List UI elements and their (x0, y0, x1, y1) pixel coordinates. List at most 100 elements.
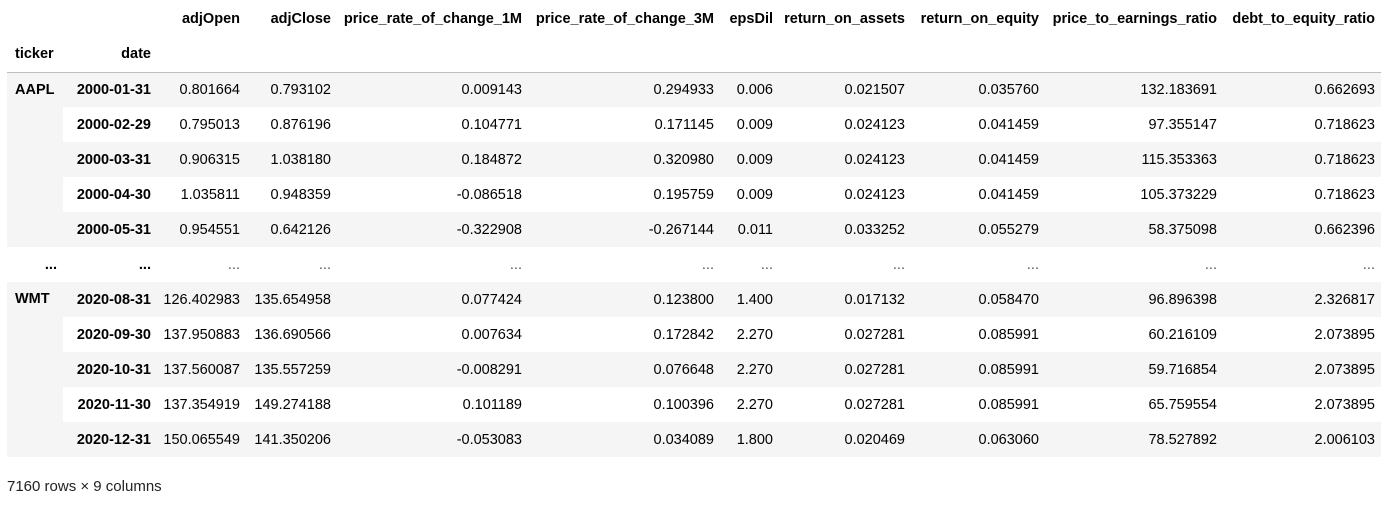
table-cell: 0.954551 (179, 221, 240, 238)
index-name-row: ticker date (7, 37, 1381, 73)
table-cell: 65.759554 (1148, 396, 1217, 413)
table-cell: 0.077424 (461, 291, 522, 308)
column-header: price_to_earnings_ratio (1052, 10, 1217, 27)
table-cell: 2.006103 (1314, 431, 1375, 448)
table-cell: 0.801664 (179, 81, 240, 98)
table-cell: -0.086518 (456, 186, 522, 203)
header-blank (1045, 37, 1223, 73)
ticker-index-cell: AAPL (15, 81, 55, 98)
table-cell: 0.024123 (844, 116, 905, 133)
table-cell: 0.063060 (978, 431, 1039, 448)
table-row: 2000-03-31 0.906315 1.038180 0.184872 0.… (7, 142, 1381, 177)
table-cell: 59.716854 (1148, 361, 1217, 378)
ellipsis-cell: ... (318, 256, 331, 273)
table-cell: 0.024123 (844, 151, 905, 168)
table-cell: 1.800 (736, 431, 773, 448)
table-cell: 1.038180 (270, 151, 331, 168)
table-cell: 0.662396 (1314, 221, 1375, 238)
table-cell: 0.642126 (270, 221, 331, 238)
table-cell: 2.270 (736, 396, 773, 413)
column-header: adjClose (270, 10, 331, 27)
table-cell: 0.718623 (1314, 151, 1375, 168)
table-cell: 0.085991 (978, 361, 1039, 378)
table-cell: 137.950883 (163, 326, 240, 343)
ellipsis-cell: ... (760, 256, 773, 273)
table-cell: 78.527892 (1148, 431, 1217, 448)
dataframe-table: adjOpen adjClose price_rate_of_change_1M… (7, 0, 1381, 457)
column-header: return_on_equity (920, 10, 1039, 27)
table-cell: 0.793102 (270, 81, 331, 98)
header-blank (157, 37, 246, 73)
column-header: return_on_assets (784, 10, 905, 27)
ellipsis-cell: ... (892, 256, 905, 273)
index-name-date: date (63, 37, 157, 73)
table-cell: 0.718623 (1314, 116, 1375, 133)
table-cell: 132.183691 (1140, 81, 1217, 98)
table-cell: 0.085991 (978, 396, 1039, 413)
table-cell: 0.041459 (978, 186, 1039, 203)
table-row: 2000-02-29 0.795013 0.876196 0.104771 0.… (7, 107, 1381, 142)
table-cell: 2.073895 (1314, 326, 1375, 343)
table-cell: -0.322908 (456, 221, 522, 238)
table-cell: -0.053083 (456, 431, 522, 448)
table-cell: 137.354919 (163, 396, 240, 413)
table-cell: 60.216109 (1148, 326, 1217, 343)
header-blank (246, 37, 337, 73)
table-row: WMT 2020-08-31 126.402983 135.654958 0.0… (7, 282, 1381, 317)
table-cell: 0.055279 (978, 221, 1039, 238)
column-header: price_rate_of_change_3M (535, 10, 714, 27)
table-cell: 0.027281 (844, 361, 905, 378)
table-cell: 150.065549 (163, 431, 240, 448)
table-row: AAPL 2000-01-31 0.801664 0.793102 0.0091… (7, 72, 1381, 107)
date-index-cell: 2000-03-31 (76, 151, 151, 168)
table-cell: 0.795013 (179, 116, 240, 133)
table-row: 2020-12-31 150.065549 141.350206 -0.0530… (7, 422, 1381, 457)
table-cell: 126.402983 (163, 291, 240, 308)
table-cell: 136.690566 (254, 326, 331, 343)
table-cell: 0.662693 (1314, 81, 1375, 98)
ellipsis-cell: ... (44, 256, 57, 273)
ellipsis-cell: ... (509, 256, 522, 273)
ellipsis-cell: ... (1204, 256, 1217, 273)
header-blank (337, 37, 528, 73)
table-cell: 2.073895 (1314, 361, 1375, 378)
table-cell: 0.058470 (978, 291, 1039, 308)
table-cell: 0.009143 (461, 81, 522, 98)
table-cell: 0.027281 (844, 326, 905, 343)
table-cell: 1.400 (736, 291, 773, 308)
table-cell: -0.267144 (648, 221, 714, 238)
table-cell: 0.123800 (653, 291, 714, 308)
ellipsis-cell: ... (138, 256, 151, 273)
table-cell: 0.017132 (844, 291, 905, 308)
table-cell: 0.948359 (270, 186, 331, 203)
date-index-cell: 2020-10-31 (76, 361, 151, 378)
date-index-cell: 2000-04-30 (76, 186, 151, 203)
header-blank (7, 0, 63, 37)
date-index-cell: 2000-01-31 (76, 81, 151, 98)
ellipsis-cell: ... (1362, 256, 1375, 273)
table-cell: 135.654958 (254, 291, 331, 308)
table-cell: 0.104771 (461, 116, 522, 133)
table-cell: 0.020469 (844, 431, 905, 448)
table-cell: 0.021507 (844, 81, 905, 98)
table-header: adjOpen adjClose price_rate_of_change_1M… (7, 0, 1381, 73)
table-row: 2000-05-31 0.954551 0.642126 -0.322908 -… (7, 212, 1381, 247)
date-index-cell: 2020-08-31 (76, 291, 151, 308)
table-cell: 2.270 (736, 361, 773, 378)
table-cell: 0.009 (736, 186, 773, 203)
table-cell: 2.073895 (1314, 396, 1375, 413)
table-cell: 2.270 (736, 326, 773, 343)
table-row: 2020-09-30 137.950883 136.690566 0.00763… (7, 317, 1381, 352)
table-cell: 115.353363 (1141, 151, 1217, 168)
table-cell: 0.172842 (653, 326, 714, 343)
date-index-cell: 2000-02-29 (76, 116, 151, 133)
table-cell: 96.896398 (1148, 291, 1217, 308)
table-cell: 0.034089 (653, 431, 714, 448)
table-cell: 105.373229 (1140, 186, 1217, 203)
table-cell: 1.035811 (180, 186, 240, 203)
header-blank (779, 37, 911, 73)
table-cell: 0.024123 (844, 186, 905, 203)
ellipsis-row: ... ... ... ... ... ... ... ... ... ... … (7, 247, 1381, 282)
table-cell: 0.076648 (653, 361, 714, 378)
